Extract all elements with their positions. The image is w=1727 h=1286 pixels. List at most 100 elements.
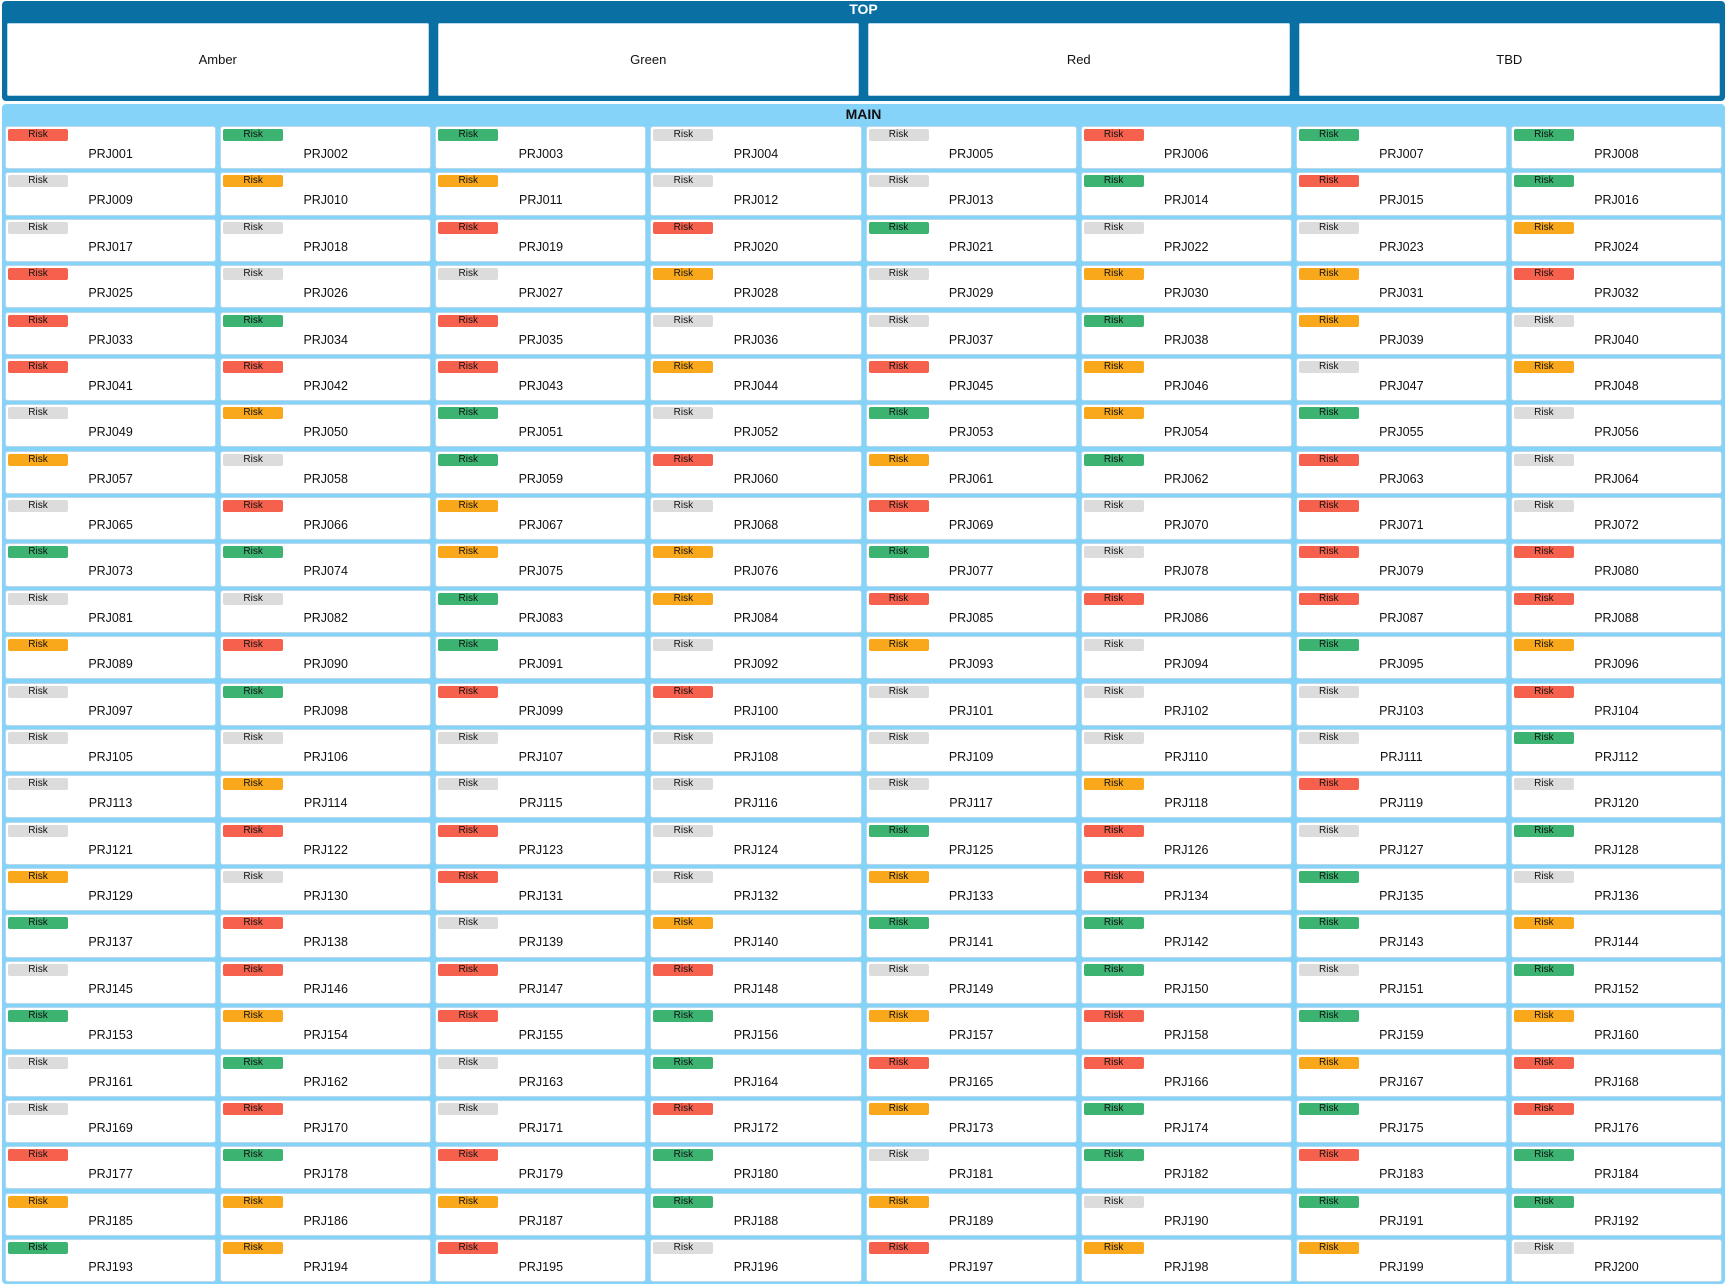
project-card[interactable]: Risk PRJ060 [650, 450, 862, 494]
project-card[interactable]: Risk PRJ036 [650, 311, 862, 355]
top-card-tbd[interactable]: TBD [1296, 21, 1722, 98]
project-card[interactable]: Risk PRJ077 [865, 543, 1077, 587]
project-card[interactable]: Risk PRJ081 [5, 589, 217, 633]
project-card[interactable]: Risk PRJ094 [1080, 636, 1292, 680]
project-card[interactable]: Risk PRJ078 [1080, 543, 1292, 587]
project-card[interactable]: Risk PRJ116 [650, 775, 862, 819]
project-card[interactable]: Risk PRJ037 [865, 311, 1077, 355]
project-card[interactable]: Risk PRJ059 [435, 450, 647, 494]
project-card[interactable]: Risk PRJ082 [220, 589, 432, 633]
project-card[interactable]: Risk PRJ134 [1080, 868, 1292, 912]
project-card[interactable]: Risk PRJ133 [865, 868, 1077, 912]
project-card[interactable]: Risk PRJ106 [220, 728, 432, 773]
project-card[interactable]: Risk PRJ019 [435, 218, 647, 262]
project-card[interactable]: Risk PRJ023 [1295, 218, 1507, 262]
project-card[interactable]: Risk PRJ144 [1510, 914, 1722, 958]
project-card[interactable]: Risk PRJ141 [865, 914, 1077, 958]
project-card[interactable]: Risk PRJ170 [220, 1099, 432, 1144]
project-card[interactable]: Risk PRJ020 [650, 218, 862, 262]
project-card[interactable]: Risk PRJ155 [435, 1007, 647, 1051]
project-card[interactable]: Risk PRJ088 [1510, 589, 1722, 633]
project-card[interactable]: Risk PRJ185 [5, 1192, 217, 1236]
project-card[interactable]: Risk PRJ148 [650, 960, 862, 1004]
project-card[interactable]: Risk PRJ153 [5, 1007, 217, 1051]
project-card[interactable]: Risk PRJ151 [1295, 960, 1507, 1004]
project-card[interactable]: Risk PRJ072 [1510, 497, 1722, 541]
project-card[interactable]: Risk PRJ119 [1295, 775, 1507, 819]
project-card[interactable]: Risk PRJ122 [220, 821, 432, 865]
project-card[interactable]: Risk PRJ047 [1295, 357, 1507, 402]
project-card[interactable]: Risk PRJ152 [1510, 960, 1722, 1004]
project-card[interactable]: Risk PRJ126 [1080, 821, 1292, 865]
project-card[interactable]: Risk PRJ177 [5, 1146, 217, 1190]
project-card[interactable]: Risk PRJ069 [865, 497, 1077, 541]
project-card[interactable]: Risk PRJ048 [1510, 357, 1722, 402]
project-card[interactable]: Risk PRJ140 [650, 914, 862, 958]
project-card[interactable]: Risk PRJ114 [220, 775, 432, 819]
project-card[interactable]: Risk PRJ139 [435, 914, 647, 958]
project-card[interactable]: Risk PRJ146 [220, 960, 432, 1004]
project-card[interactable]: Risk PRJ021 [865, 218, 1077, 262]
project-card[interactable]: Risk PRJ042 [220, 357, 432, 402]
project-card[interactable]: Risk PRJ041 [5, 357, 217, 402]
project-card[interactable]: Risk PRJ017 [5, 218, 217, 262]
project-card[interactable]: Risk PRJ026 [220, 265, 432, 309]
project-card[interactable]: Risk PRJ150 [1080, 960, 1292, 1004]
project-card[interactable]: Risk PRJ128 [1510, 821, 1722, 865]
project-card[interactable]: Risk PRJ054 [1080, 404, 1292, 448]
project-card[interactable]: Risk PRJ068 [650, 497, 862, 541]
project-card[interactable]: Risk PRJ182 [1080, 1146, 1292, 1190]
project-card[interactable]: Risk PRJ132 [650, 868, 862, 912]
project-card[interactable]: Risk PRJ174 [1080, 1099, 1292, 1144]
project-card[interactable]: Risk PRJ073 [5, 543, 217, 587]
project-card[interactable]: Risk PRJ184 [1510, 1146, 1722, 1190]
project-card[interactable]: Risk PRJ143 [1295, 914, 1507, 958]
project-card[interactable]: Risk PRJ127 [1295, 821, 1507, 865]
project-card[interactable]: Risk PRJ093 [865, 636, 1077, 680]
project-card[interactable]: Risk PRJ080 [1510, 543, 1722, 587]
project-card[interactable]: Risk PRJ191 [1295, 1192, 1507, 1236]
project-card[interactable]: Risk PRJ002 [220, 126, 432, 170]
project-card[interactable]: Risk PRJ188 [650, 1192, 862, 1236]
project-card[interactable]: Risk PRJ138 [220, 914, 432, 958]
project-card[interactable]: Risk PRJ018 [220, 218, 432, 262]
project-card[interactable]: Risk PRJ186 [220, 1192, 432, 1236]
project-card[interactable]: Risk PRJ064 [1510, 450, 1722, 494]
project-card[interactable]: Risk PRJ062 [1080, 450, 1292, 494]
project-card[interactable]: Risk PRJ099 [435, 682, 647, 726]
project-card[interactable]: Risk PRJ173 [865, 1099, 1077, 1144]
project-card[interactable]: Risk PRJ075 [435, 543, 647, 587]
project-card[interactable]: Risk PRJ179 [435, 1146, 647, 1190]
project-card[interactable]: Risk PRJ104 [1510, 682, 1722, 726]
project-card[interactable]: Risk PRJ038 [1080, 311, 1292, 355]
project-card[interactable]: Risk PRJ137 [5, 914, 217, 958]
project-card[interactable]: Risk PRJ118 [1080, 775, 1292, 819]
project-card[interactable]: Risk PRJ090 [220, 636, 432, 680]
project-card[interactable]: Risk PRJ196 [650, 1239, 862, 1283]
project-card[interactable]: Risk PRJ095 [1295, 636, 1507, 680]
project-card[interactable]: Risk PRJ171 [435, 1099, 647, 1144]
project-card[interactable]: Risk PRJ117 [865, 775, 1077, 819]
project-card[interactable]: Risk PRJ046 [1080, 357, 1292, 402]
project-card[interactable]: Risk PRJ181 [865, 1146, 1077, 1190]
project-card[interactable]: Risk PRJ008 [1510, 126, 1722, 170]
project-card[interactable]: Risk PRJ158 [1080, 1007, 1292, 1051]
project-card[interactable]: Risk PRJ039 [1295, 311, 1507, 355]
project-card[interactable]: Risk PRJ103 [1295, 682, 1507, 726]
project-card[interactable]: Risk PRJ108 [650, 728, 862, 773]
project-card[interactable]: Risk PRJ200 [1510, 1239, 1722, 1283]
project-card[interactable]: Risk PRJ091 [435, 636, 647, 680]
project-card[interactable]: Risk PRJ056 [1510, 404, 1722, 448]
project-card[interactable]: Risk PRJ102 [1080, 682, 1292, 726]
project-card[interactable]: Risk PRJ197 [865, 1239, 1077, 1283]
project-card[interactable]: Risk PRJ110 [1080, 728, 1292, 773]
project-card[interactable]: Risk PRJ193 [5, 1239, 217, 1283]
project-card[interactable]: Risk PRJ115 [435, 775, 647, 819]
project-card[interactable]: Risk PRJ183 [1295, 1146, 1507, 1190]
project-card[interactable]: Risk PRJ098 [220, 682, 432, 726]
project-card[interactable]: Risk PRJ053 [865, 404, 1077, 448]
project-card[interactable]: Risk PRJ147 [435, 960, 647, 1004]
project-card[interactable]: Risk PRJ004 [650, 126, 862, 170]
project-card[interactable]: Risk PRJ016 [1510, 172, 1722, 216]
project-card[interactable]: Risk PRJ035 [435, 311, 647, 355]
